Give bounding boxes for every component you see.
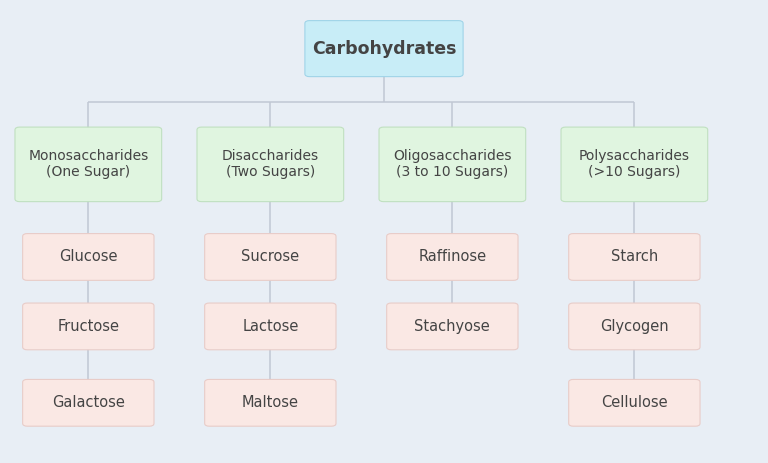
FancyBboxPatch shape	[568, 303, 700, 350]
FancyBboxPatch shape	[568, 380, 700, 426]
Text: Oligosaccharides
(3 to 10 Sugars): Oligosaccharides (3 to 10 Sugars)	[393, 149, 511, 180]
Text: Lactose: Lactose	[242, 319, 299, 334]
FancyBboxPatch shape	[197, 127, 343, 202]
Text: Raffinose: Raffinose	[419, 250, 486, 264]
FancyBboxPatch shape	[386, 233, 518, 280]
FancyBboxPatch shape	[204, 380, 336, 426]
Text: Maltose: Maltose	[242, 395, 299, 410]
Text: Starch: Starch	[611, 250, 658, 264]
FancyBboxPatch shape	[379, 127, 525, 202]
Text: Cellulose: Cellulose	[601, 395, 667, 410]
Text: Stachyose: Stachyose	[415, 319, 490, 334]
FancyBboxPatch shape	[23, 303, 154, 350]
Text: Glucose: Glucose	[59, 250, 118, 264]
Text: Fructose: Fructose	[58, 319, 119, 334]
Text: Carbohydrates: Carbohydrates	[312, 40, 456, 57]
FancyBboxPatch shape	[204, 233, 336, 280]
FancyBboxPatch shape	[204, 303, 336, 350]
Text: Sucrose: Sucrose	[241, 250, 300, 264]
Text: Galactose: Galactose	[52, 395, 124, 410]
FancyBboxPatch shape	[568, 233, 700, 280]
Text: Polysaccharides
(>10 Sugars): Polysaccharides (>10 Sugars)	[579, 149, 690, 180]
Text: Glycogen: Glycogen	[600, 319, 669, 334]
Text: Disaccharides
(Two Sugars): Disaccharides (Two Sugars)	[222, 149, 319, 180]
FancyBboxPatch shape	[386, 303, 518, 350]
FancyBboxPatch shape	[23, 233, 154, 280]
FancyBboxPatch shape	[305, 20, 463, 76]
FancyBboxPatch shape	[561, 127, 708, 202]
FancyBboxPatch shape	[23, 380, 154, 426]
Text: Monosaccharides
(One Sugar): Monosaccharides (One Sugar)	[28, 149, 148, 180]
FancyBboxPatch shape	[15, 127, 162, 202]
